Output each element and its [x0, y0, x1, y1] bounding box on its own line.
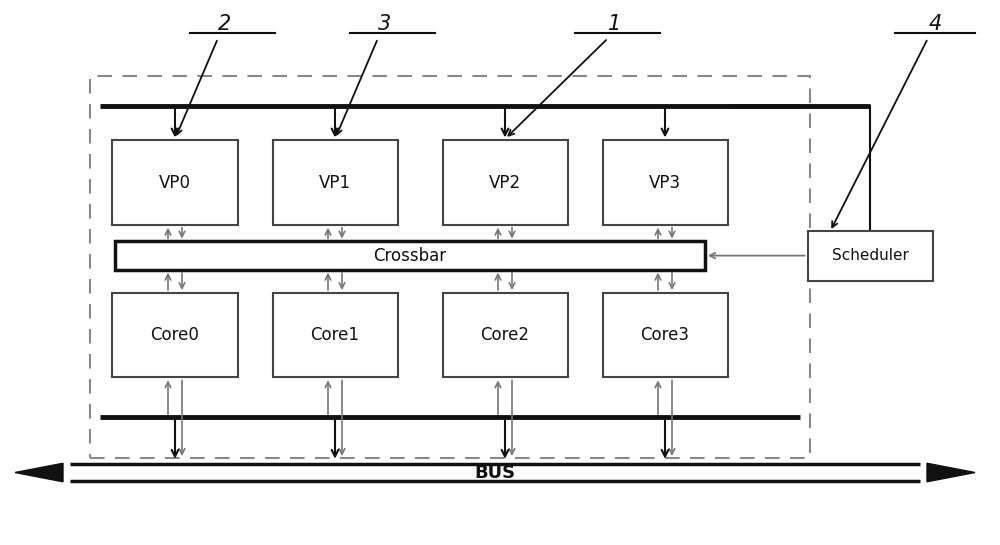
Bar	[272, 140, 398, 225]
Text: Core0: Core0	[151, 326, 199, 344]
Bar	[115, 241, 705, 270]
Bar	[112, 140, 238, 225]
Text: 2: 2	[218, 14, 232, 34]
Bar	[442, 293, 568, 377]
Polygon shape	[15, 463, 63, 482]
Text: VP2: VP2	[489, 173, 521, 192]
Text: Core3: Core3	[640, 326, 690, 344]
Text: 1: 1	[608, 14, 622, 34]
Bar	[808, 231, 932, 281]
Text: 4: 4	[928, 14, 942, 34]
Text: Scheduler: Scheduler	[832, 248, 908, 263]
Polygon shape	[927, 463, 975, 482]
Text: VP3: VP3	[649, 173, 681, 192]
Text: Core2: Core2	[480, 326, 530, 344]
Text: Core1: Core1	[310, 326, 360, 344]
Text: BUS: BUS	[474, 463, 516, 482]
Bar	[602, 293, 728, 377]
Bar	[272, 293, 398, 377]
Text: Crossbar: Crossbar	[373, 246, 447, 265]
Bar	[112, 293, 238, 377]
Bar	[90, 76, 810, 458]
Text: VP0: VP0	[159, 173, 191, 192]
Text: VP1: VP1	[319, 173, 351, 192]
Text: 3: 3	[378, 14, 392, 34]
Bar	[442, 140, 568, 225]
Bar	[602, 140, 728, 225]
